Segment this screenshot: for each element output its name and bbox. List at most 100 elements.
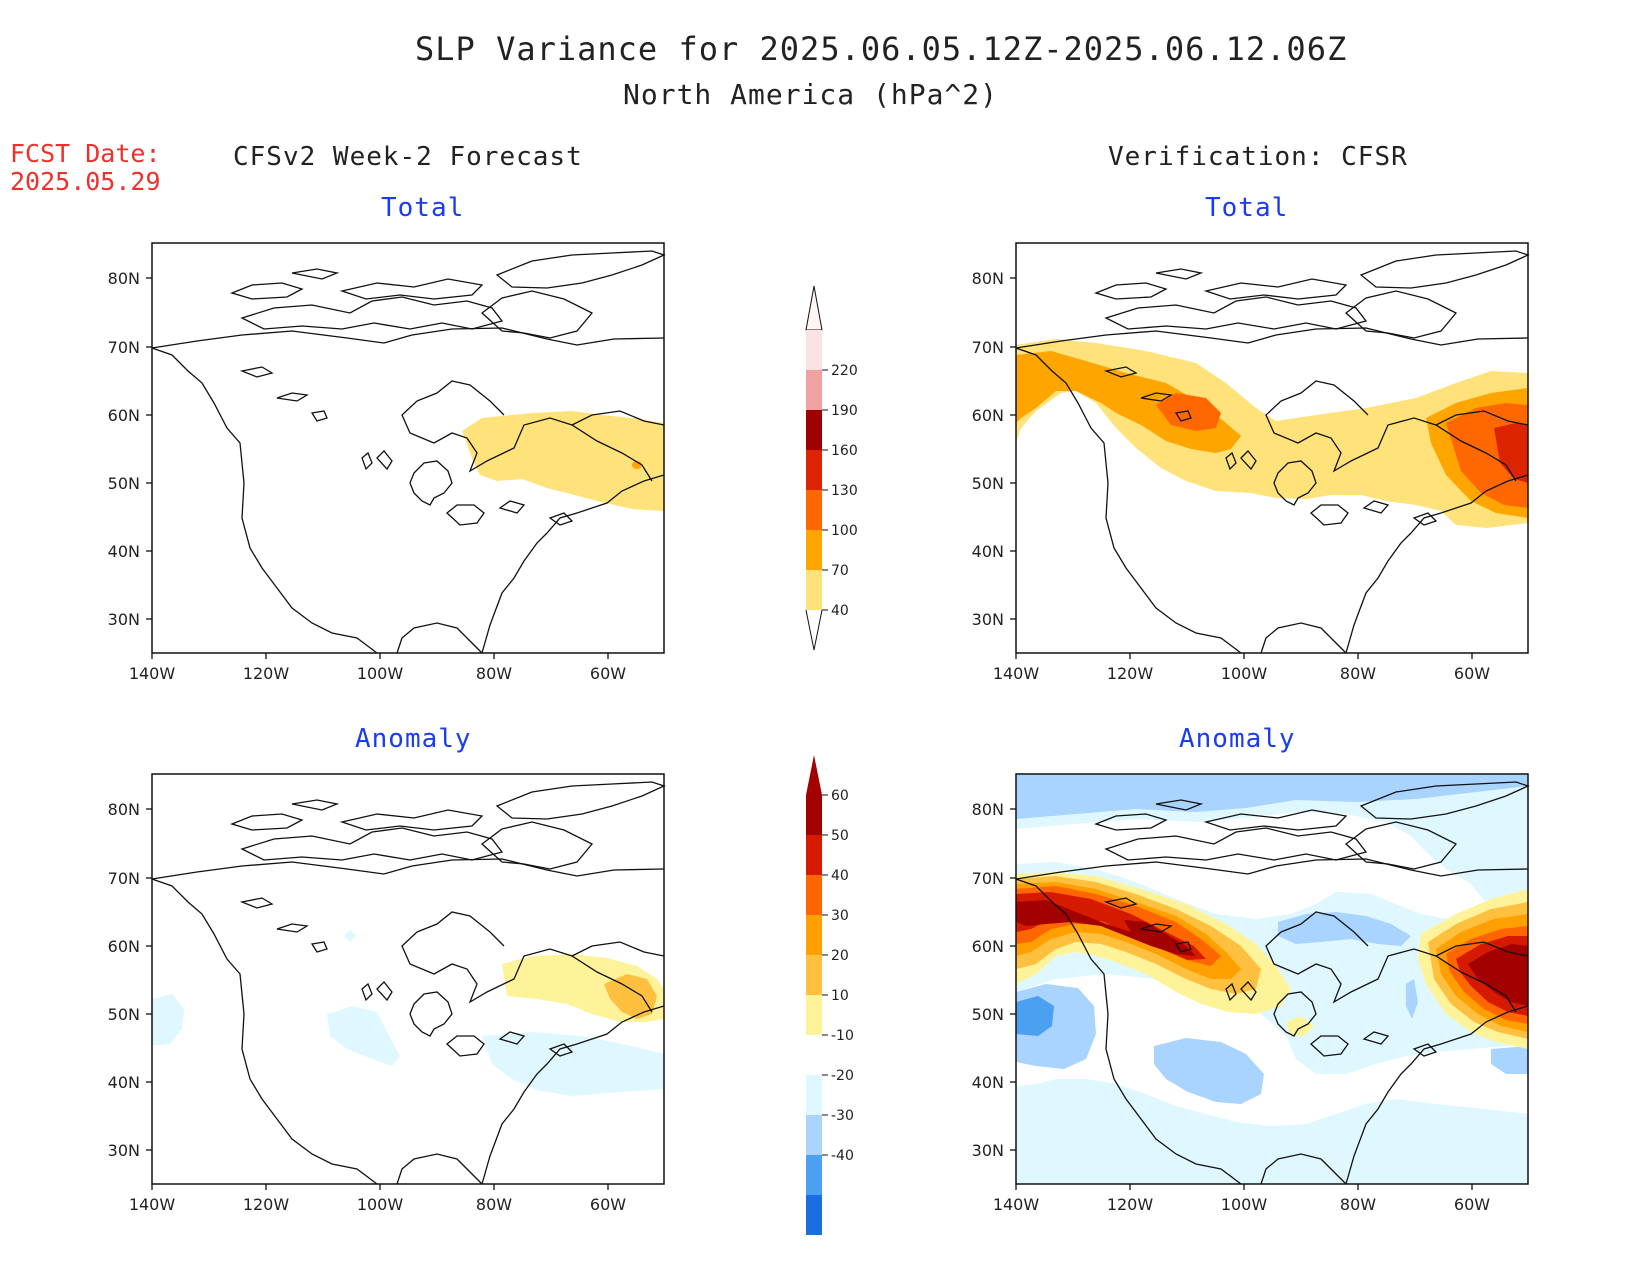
lat-label: 70N [972, 338, 1004, 357]
lat-label: 70N [972, 869, 1004, 888]
anom-neg10-east [482, 1032, 664, 1096]
lon-label: 80W [476, 1195, 512, 1214]
lon-label: 60W [1454, 664, 1490, 683]
anom-neg20-north [1016, 774, 1528, 819]
lon-label: 80W [1340, 1195, 1376, 1214]
legend-anom-label: 60 [831, 788, 849, 804]
lon-label: 120W [243, 664, 290, 683]
anom-pos60-west [1016, 900, 1196, 956]
lat-label: 50N [108, 474, 140, 493]
legend-total-label: 70 [831, 563, 849, 579]
lat-label: 50N [972, 1005, 1004, 1024]
lat-label: 70N [108, 869, 140, 888]
panel-title-tl: Total [381, 193, 465, 223]
lon-label: 140W [993, 1195, 1040, 1214]
legend-anom-label: -10 [831, 1028, 854, 1044]
legend-anom-swatch [806, 915, 822, 955]
lat-label: 30N [972, 1141, 1004, 1160]
legend-anom-swatch [806, 795, 822, 835]
lat-label: 80N [972, 800, 1004, 819]
panel-title-bl: Anomaly [355, 724, 472, 754]
legend-anom-swatch [806, 1075, 822, 1115]
legend-total-swatch [806, 330, 822, 370]
legend-total-label: 160 [831, 443, 858, 459]
lat-label: 60N [972, 406, 1004, 425]
lon-label: 100W [1221, 664, 1268, 683]
legend-anom-label: 20 [831, 948, 849, 964]
anom-neg10-west [152, 994, 184, 1046]
lat-label: 50N [972, 474, 1004, 493]
lat-label: 30N [108, 610, 140, 629]
left-column-title: CFSv2 Week-2 Forecast [233, 142, 583, 172]
anom-neg30-west [1016, 996, 1054, 1036]
lon-label: 140W [129, 1195, 176, 1214]
anom-neg20-hudson [1278, 912, 1411, 946]
anom-pos60-east [1468, 944, 1528, 1006]
legend-total-swatch [806, 410, 822, 450]
legend-anom-label: -20 [831, 1068, 854, 1084]
lon-label: 60W [1454, 1195, 1490, 1214]
legend-anomaly: 60 50 40 30 20 10 -10 -20 -30 -40 [806, 755, 854, 1235]
fcst-label: FCST Date: [10, 139, 161, 168]
panel-verification-anomaly [1009, 773, 1529, 1191]
legend-total-label: 220 [831, 363, 858, 379]
legend-total-swatch [806, 450, 822, 490]
lat-label: 40N [972, 1073, 1004, 1092]
lon-label: 140W [129, 664, 176, 683]
lat-label: 80N [972, 269, 1004, 288]
right-column-title: Verification: CFSR [1108, 142, 1408, 172]
legend-anom-label: 10 [831, 988, 849, 1004]
panel-title-tr: Total [1205, 193, 1289, 223]
lon-label: 120W [1107, 664, 1154, 683]
legend-anom-label: -40 [831, 1148, 854, 1164]
legend-anom-swatch [806, 1035, 822, 1075]
lat-label: 60N [108, 406, 140, 425]
chart-title: SLP Variance for 2025.06.05.12Z-2025.06.… [415, 30, 1348, 68]
panel-forecast-total [145, 242, 665, 660]
lat-label: 40N [972, 542, 1004, 561]
legend-anom-arrow-top [806, 755, 822, 795]
legend-anom-swatch [806, 875, 822, 915]
legend-total-swatch [806, 370, 822, 410]
lon-label: 100W [357, 1195, 404, 1214]
legend-anom-swatch [806, 1115, 822, 1155]
lat-label: 40N [108, 1073, 140, 1092]
lat-label: 80N [108, 800, 140, 819]
legend-total-swatch [806, 530, 822, 570]
contour-40-70 [462, 411, 664, 511]
anom-20-30 [604, 974, 657, 1019]
legend-anom-label: 30 [831, 908, 849, 924]
lon-label: 100W [357, 664, 404, 683]
anom-white-gap-south [1016, 974, 1528, 1126]
legend-total-arrow-top [805, 285, 823, 331]
anom-white-gap-north [1016, 812, 1486, 919]
legend-anom-swatch [806, 995, 822, 1035]
lat-label: 60N [972, 937, 1004, 956]
legend-anom-label: 50 [831, 828, 849, 844]
legend-total-swatch [806, 570, 822, 610]
legend-total-label: 130 [831, 483, 858, 499]
legend-anom-swatch [806, 1155, 822, 1195]
lat-label: 60N [108, 937, 140, 956]
axis-labels: 80N 70N 60N 50N 40N 30N 140W 120W 100W 80W 60W 80N 7… [108, 269, 1491, 1214]
lon-label: 60W [590, 664, 626, 683]
lon-label: 60W [590, 1195, 626, 1214]
chart-subtitle: North America (hPa^2) [623, 78, 999, 111]
lat-label: 30N [108, 1141, 140, 1160]
lat-label: 80N [108, 269, 140, 288]
legend-anom-swatch [806, 835, 822, 875]
legend-total: 220 190 160 130 100 70 40 [805, 285, 858, 651]
lat-label: 30N [972, 610, 1004, 629]
lon-label: 100W [1221, 1195, 1268, 1214]
legend-total-arrow-bottom [805, 609, 823, 651]
legend-total-label: 100 [831, 523, 858, 539]
lon-label: 80W [476, 664, 512, 683]
lon-label: 140W [993, 664, 1040, 683]
legend-anom-swatch [806, 955, 822, 995]
contour-130-160-east [1494, 423, 1528, 483]
legend-total-swatch [806, 490, 822, 530]
lon-label: 120W [1107, 1195, 1154, 1214]
panel-forecast-anomaly [145, 773, 665, 1191]
legend-anom-label: 40 [831, 868, 849, 884]
lat-label: 40N [108, 542, 140, 561]
